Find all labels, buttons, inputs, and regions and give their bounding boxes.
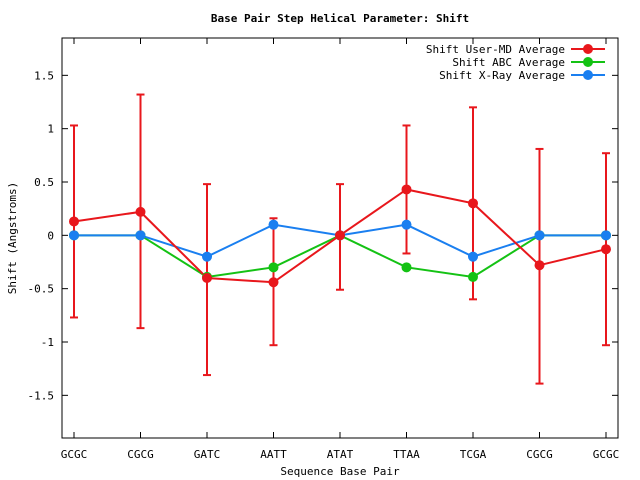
x-tick-label: CGCG: [127, 448, 154, 461]
x-tick-label: CGCG: [526, 448, 553, 461]
data-point: [335, 230, 345, 241]
data-point: [468, 251, 478, 262]
y-tick-label: 0.5: [34, 176, 54, 189]
x-tick-label: ATAT: [327, 448, 354, 461]
data-point: [534, 260, 545, 271]
y-tick-label: 1.5: [34, 69, 54, 82]
data-point: [69, 230, 79, 241]
legend-swatch-marker: [583, 57, 593, 67]
data-point: [268, 277, 279, 288]
legend-label: Shift X-Ray Average: [439, 69, 565, 82]
x-tick-label: GCGC: [593, 448, 620, 461]
data-point: [135, 206, 146, 217]
y-tick-label: -1: [41, 336, 54, 349]
data-point: [202, 251, 212, 262]
data-point: [401, 262, 412, 273]
data-point: [601, 244, 611, 255]
data-point: [135, 230, 146, 241]
data-point: [601, 230, 611, 241]
x-tick-label: TTAA: [393, 448, 420, 461]
data-point: [268, 262, 279, 273]
data-point: [268, 219, 279, 230]
data-point: [534, 230, 545, 241]
data-point: [202, 273, 212, 283]
axes-layer: -1.5 -1 -0.5 0 0.5 1 1.5 GCGC CGCG GATC AATT ATAT TT…: [28, 38, 620, 461]
data-point: [468, 198, 478, 209]
y-tick-label: -0.5: [28, 283, 55, 296]
y-tick-label: -1.5: [28, 389, 55, 402]
x-tick-label: TCGA: [460, 448, 487, 461]
x-tick-label: GCGC: [61, 448, 88, 461]
data-point: [69, 216, 79, 227]
legend-label: Shift ABC Average: [452, 56, 565, 69]
x-axis-label: Sequence Base Pair: [280, 465, 400, 478]
chart-title: Base Pair Step Helical Parameter: Shift: [211, 12, 469, 25]
data-point: [401, 219, 412, 230]
data-point: [468, 271, 478, 282]
legend-label: Shift User-MD Average: [426, 43, 565, 56]
y-tick-label: 0: [47, 229, 54, 242]
legend-swatch-marker: [583, 70, 593, 80]
x-tick-label: AATT: [260, 448, 287, 461]
x-tick-label: GATC: [194, 448, 221, 461]
y-tick-label: 1: [47, 123, 54, 136]
y-axis-label: Shift (Angstroms): [6, 182, 19, 295]
legend-swatch-marker: [583, 44, 593, 54]
data-point: [401, 184, 412, 195]
series-layer: [69, 93, 611, 385]
